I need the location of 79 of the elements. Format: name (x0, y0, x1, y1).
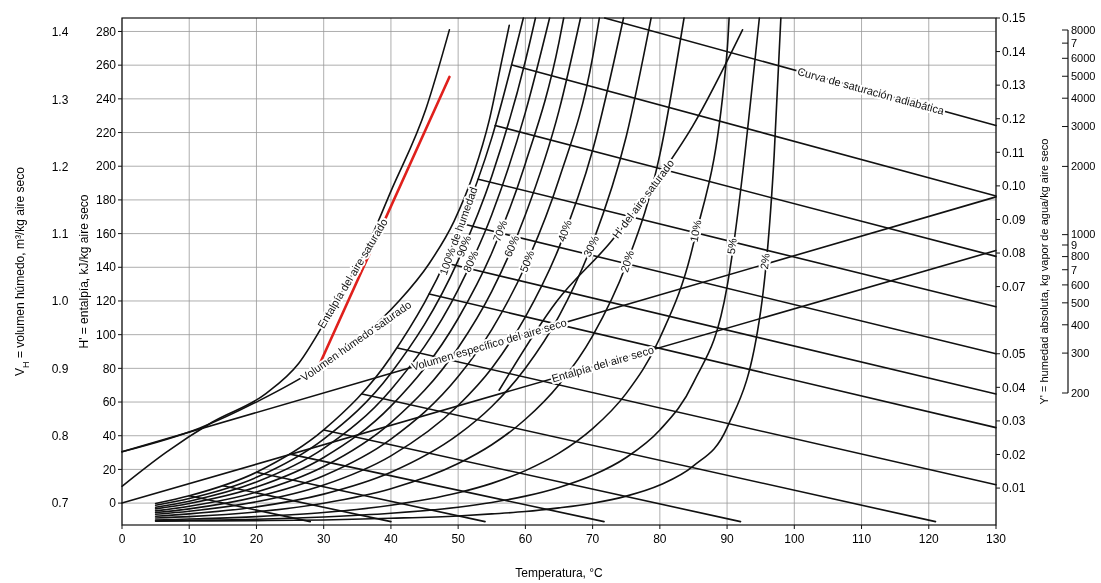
y-tick-label: 160 (95, 226, 117, 241)
text: 30% (580, 233, 602, 259)
text: 6000 (1071, 52, 1096, 65)
y-axis-title: H' = entalpía, kJ/kg aire seco (77, 194, 91, 349)
y2-tick-label: 0.04 (1002, 380, 1026, 395)
x-tick-label: 40 (384, 532, 398, 546)
text: 3000 (1071, 120, 1096, 133)
y2-tick-label: 0.15 (1002, 11, 1026, 26)
text: 9 (1071, 238, 1078, 251)
text: 70% (490, 218, 510, 244)
y-tick-label: 260 (95, 58, 117, 73)
y-tick-label: 240 (95, 92, 117, 107)
x-axis-title: Temperatura, °C (515, 566, 604, 580)
x-tick-label: 30 (317, 532, 331, 546)
x-tick-label: 10 (182, 532, 197, 546)
y-tick-label: 280 (95, 24, 117, 39)
y3-tick-label: 1.4 (51, 25, 69, 40)
x-tick-label: 130 (985, 532, 1007, 546)
x-tick-label: 60 (518, 532, 533, 546)
y2-axis-title: Y' = humedad absoluta, kg vapor de agua/kg aire seco (1038, 138, 1050, 405)
y2-tick-label: 0.03 (1002, 414, 1026, 429)
y-tick-label: 180 (95, 193, 117, 208)
y-tick-label: 0 (109, 496, 117, 511)
y3-tick-label: 0.8 (51, 428, 69, 443)
y2-tick-label: 0.07 (1002, 279, 1026, 294)
y2-tick-label: 0.10 (1002, 179, 1026, 194)
text: 2000 (1071, 160, 1096, 173)
text: 5000 (1071, 70, 1096, 83)
y-tick-label: 20 (102, 462, 117, 477)
text: 10% (687, 218, 704, 243)
y2-tick-label: 0.14 (1002, 44, 1026, 59)
text: 5% (724, 237, 739, 255)
x-tick-label: 90 (720, 532, 735, 546)
text: 1000 (1071, 228, 1096, 241)
y2-tick-label: 0.02 (1002, 447, 1026, 462)
y3-tick-label: 1.2 (51, 159, 69, 174)
text: 4000 (1071, 92, 1096, 105)
x-tick-label: 110 (851, 532, 872, 546)
y-tick-label: 220 (95, 125, 117, 140)
x-tick-label: 0 (118, 532, 126, 546)
text: 600 (1071, 278, 1090, 291)
y-tick-label: 140 (95, 260, 117, 275)
y3-tick-label: 0.7 (51, 496, 69, 511)
y-tick-label: 120 (95, 294, 117, 309)
y3-tick-label: 1.0 (51, 294, 69, 309)
y-tick-label: 200 (95, 159, 117, 174)
y2-tick-label: 0.08 (1002, 246, 1026, 261)
text: 200 (1071, 386, 1090, 399)
text: Entalpía del aire seco (550, 343, 656, 385)
y2-tick-label: 0.12 (1002, 111, 1026, 126)
text: 7 (1071, 263, 1078, 276)
x-tick-label: 100 (784, 532, 805, 546)
x-tick-label: 70 (585, 532, 600, 546)
text: 20% (618, 248, 637, 274)
x-tick-label: 120 (918, 532, 940, 546)
y3-tick-label: 0.9 (51, 361, 69, 376)
x-tick-label: 50 (451, 532, 466, 546)
y-tick-label: 100 (95, 327, 117, 342)
text: 800 (1071, 250, 1090, 263)
x-tick-label: 20 (249, 532, 264, 546)
y2-tick-label: 0.13 (1002, 78, 1026, 93)
y-tick-label: 40 (102, 428, 117, 443)
y2-tick-label: 0.11 (1002, 145, 1025, 160)
text: 8000 (1071, 23, 1096, 36)
text: 400 (1071, 318, 1090, 331)
text: 40% (555, 218, 574, 244)
text: 7 (1071, 36, 1078, 49)
x-tick-label: 80 (653, 532, 667, 546)
y-tick-label: 60 (102, 395, 117, 410)
y3-tick-label: 1.1 (51, 227, 69, 242)
text: 2% (758, 252, 772, 270)
text: 50% (517, 248, 537, 274)
y2-tick-label: 0.01 (1002, 481, 1026, 496)
y3-tick-label: 1.3 (51, 92, 69, 107)
y-tick-label: 80 (102, 361, 117, 376)
y2-tick-label: 0.09 (1002, 212, 1026, 227)
text: 300 (1071, 346, 1090, 359)
text: 500 (1071, 296, 1090, 309)
y2-tick-label: 0.05 (1002, 346, 1026, 361)
